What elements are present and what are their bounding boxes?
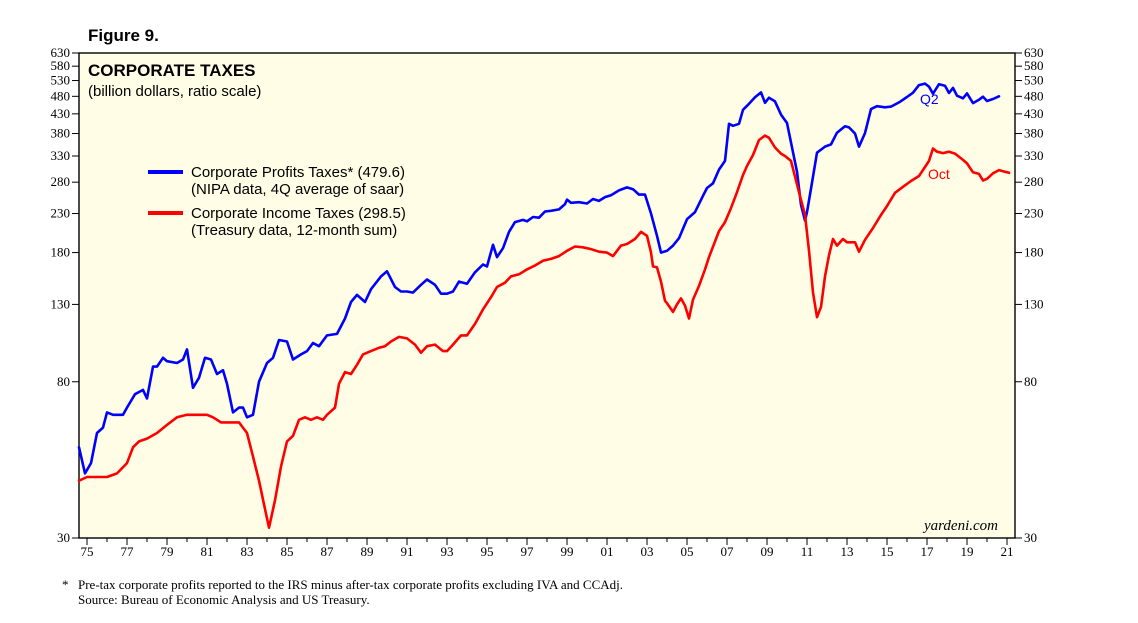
y-tick-label-left: 530 bbox=[51, 73, 71, 88]
x-tick-label: 87 bbox=[321, 544, 335, 559]
x-tick-label: 21 bbox=[1001, 544, 1014, 559]
legend: Corporate Profits Taxes* (479.6) (NIPA d… bbox=[148, 164, 406, 239]
x-tick-label: 99 bbox=[561, 544, 574, 559]
legend-income-note: (Treasury data, 12-month sum) bbox=[191, 222, 397, 239]
footnote-line-1: Pre-tax corporate profits reported to th… bbox=[78, 577, 623, 592]
x-tick-label: 13 bbox=[841, 544, 854, 559]
legend-profits-label: Corporate Profits Taxes* (479.6) bbox=[191, 164, 405, 181]
x-tick-label: 05 bbox=[681, 544, 694, 559]
y-tick-label-left: 280 bbox=[51, 174, 71, 189]
y-tick-label-right: 180 bbox=[1024, 245, 1044, 260]
x-tick-label: 81 bbox=[201, 544, 214, 559]
figure-label: Figure 9. bbox=[88, 26, 159, 45]
y-tick-label-left: 30 bbox=[57, 530, 70, 545]
y-tick-label-left: 430 bbox=[51, 106, 71, 121]
profits-end-label: Q2 bbox=[920, 91, 939, 107]
y-tick-label-right: 580 bbox=[1024, 58, 1044, 73]
y-tick-label-left: 380 bbox=[51, 126, 71, 141]
legend-income-label: Corporate Income Taxes (298.5) bbox=[191, 205, 406, 222]
footnote-line-2: Source: Bureau of Economic Analysis and … bbox=[78, 592, 370, 607]
x-tick-label: 01 bbox=[601, 544, 614, 559]
x-tick-label: 19 bbox=[961, 544, 974, 559]
y-tick-label-right: 430 bbox=[1024, 106, 1044, 121]
x-tick-label: 17 bbox=[921, 544, 935, 559]
legend-profits-note: (NIPA data, 4Q average of saar) bbox=[191, 181, 404, 198]
y-tick-label-left: 130 bbox=[51, 296, 71, 311]
x-tick-label: 95 bbox=[481, 544, 494, 559]
credit-label: yardeni.com bbox=[922, 518, 998, 534]
y-tick-label-right: 80 bbox=[1024, 374, 1037, 389]
y-tick-label-right: 280 bbox=[1024, 174, 1044, 189]
y-tick-label-left: 580 bbox=[51, 58, 71, 73]
x-tick-label: 79 bbox=[161, 544, 174, 559]
y-tick-label-left: 230 bbox=[51, 206, 71, 221]
x-tick-label: 97 bbox=[521, 544, 535, 559]
x-tick-label: 91 bbox=[401, 544, 414, 559]
y-tick-label-left: 330 bbox=[51, 148, 71, 163]
x-tick-label: 15 bbox=[881, 544, 894, 559]
axis-ticks: 30 30 80 80 130 130 180 180 230 230 280 280 330 330 38… bbox=[51, 45, 1044, 559]
x-tick-label: 77 bbox=[121, 544, 135, 559]
footnote-marker: * bbox=[62, 577, 69, 592]
x-tick-label: 11 bbox=[801, 544, 814, 559]
y-tick-label-left: 630 bbox=[51, 45, 71, 60]
x-tick-label: 83 bbox=[241, 544, 254, 559]
series-layer bbox=[77, 82, 1011, 529]
x-tick-label: 93 bbox=[441, 544, 454, 559]
footnote: * Pre-tax corporate profits reported to t… bbox=[62, 577, 623, 607]
y-tick-label-right: 630 bbox=[1024, 45, 1044, 60]
y-tick-label-right: 530 bbox=[1024, 73, 1044, 88]
x-tick-label: 89 bbox=[361, 544, 374, 559]
series-line-income bbox=[77, 134, 1011, 529]
y-tick-label-left: 80 bbox=[57, 374, 70, 389]
x-tick-label: 03 bbox=[641, 544, 654, 559]
chart-subtitle: (billion dollars, ratio scale) bbox=[88, 83, 261, 100]
y-tick-label-right: 480 bbox=[1024, 88, 1044, 103]
series-line-profits bbox=[77, 82, 1001, 475]
income-end-label: Oct bbox=[928, 166, 950, 182]
x-tick-label: 07 bbox=[721, 544, 735, 559]
x-tick-label: 85 bbox=[281, 544, 294, 559]
x-tick-label: 75 bbox=[81, 544, 94, 559]
y-tick-label-right: 330 bbox=[1024, 148, 1044, 163]
x-tick-label: 09 bbox=[761, 544, 774, 559]
plot-area bbox=[78, 52, 1016, 539]
y-tick-label-right: 30 bbox=[1024, 530, 1037, 545]
y-tick-label-right: 380 bbox=[1024, 126, 1044, 141]
y-tick-label-right: 230 bbox=[1024, 206, 1044, 221]
y-tick-label-left: 180 bbox=[51, 245, 71, 260]
y-tick-label-left: 480 bbox=[51, 88, 71, 103]
chart-title: CORPORATE TAXES bbox=[88, 61, 256, 80]
y-tick-label-right: 130 bbox=[1024, 296, 1044, 311]
